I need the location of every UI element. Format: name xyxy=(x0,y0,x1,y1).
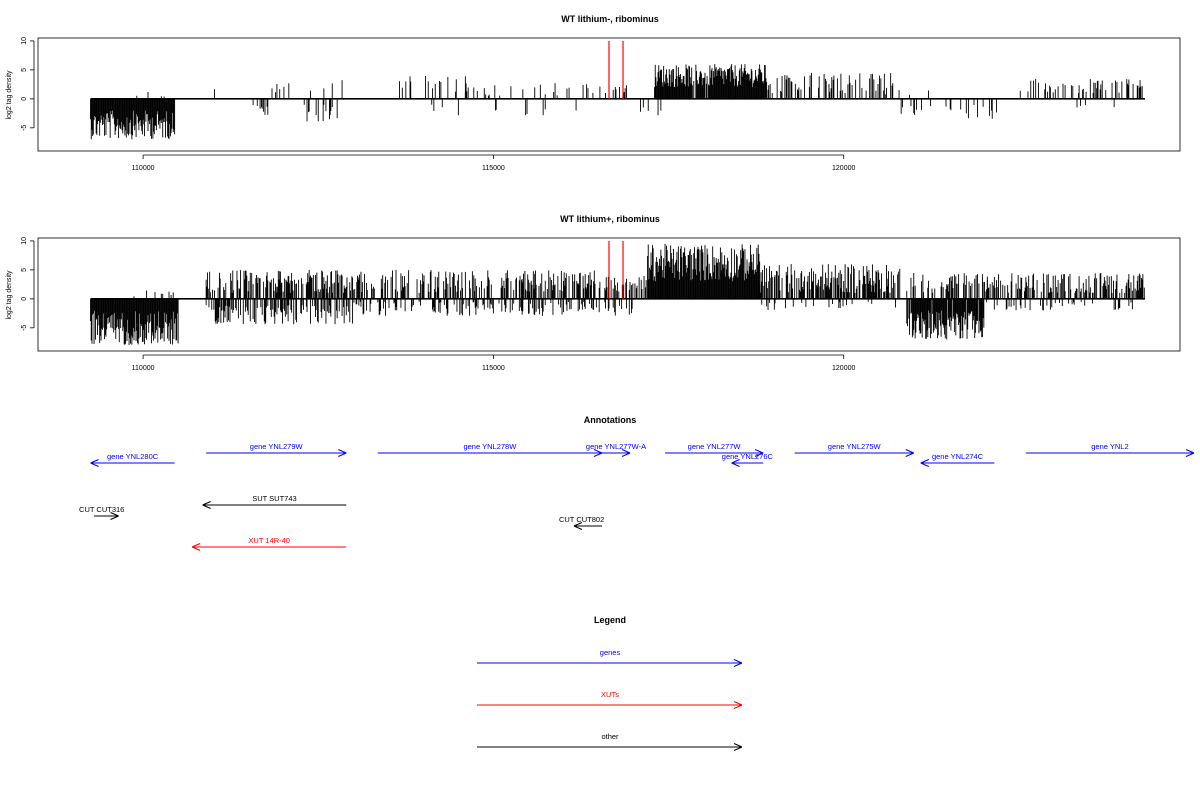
panel2-axes: 10 5 0 -5 110000 115000 120000 xyxy=(21,237,855,372)
panel-lithium-minus: WT lithium-, ribominus log2 tag density … xyxy=(6,14,1181,172)
panel2-bars xyxy=(90,240,1145,346)
panel2-ylabel: log2 tag density xyxy=(6,270,13,320)
annotation-label-9: SUT SUT743 xyxy=(252,494,296,503)
legend-panel: Legend genes XUTs other xyxy=(477,615,743,751)
annotation-label-3: gene YNL277W-A xyxy=(586,442,646,451)
y-tick-label: 10 xyxy=(21,37,28,45)
panel2-title: WT lithium+, ribominus xyxy=(560,214,660,224)
annotation-label-5: gene YNL276C xyxy=(722,452,774,461)
legend-label-1: XUTs xyxy=(601,690,619,699)
x-tick-label: 115000 xyxy=(482,165,505,172)
annotation-label-0: gene YNL280C xyxy=(107,452,159,461)
panel1-frame xyxy=(37,37,1181,152)
x-tick-label: 115000 xyxy=(482,365,505,372)
annotation-items: gene YNL280C gene YNL279W gene YNL278W gene… xyxy=(79,442,1195,551)
y-tick-label: 0 xyxy=(21,97,28,101)
x-tick-label: 110000 xyxy=(132,165,155,172)
legend-items: genes XUTs other xyxy=(477,648,743,751)
annotation-arrow-9 xyxy=(202,501,347,509)
y-tick-label: -5 xyxy=(21,125,28,131)
y-tick-label: 0 xyxy=(21,297,28,301)
x-tick-label: 120000 xyxy=(832,365,855,372)
annotation-label-6: gene YNL275W xyxy=(828,442,882,451)
annotation-arrow-7 xyxy=(920,459,995,467)
annotation-label-7: gene YNL274C xyxy=(932,452,984,461)
panel1-ylabel: log2 tag density xyxy=(6,70,13,120)
legend-arrow-XUTs xyxy=(477,701,743,709)
panel-lithium-plus: WT lithium+, ribominus log2 tag density … xyxy=(6,214,1181,372)
legend-arrow-other xyxy=(477,743,743,751)
annotation-arrow-2 xyxy=(377,449,603,457)
panel1-axes: 10 5 0 -5 110000 115000 120000 xyxy=(21,37,855,172)
panel1-title: WT lithium-, ribominus xyxy=(561,14,659,24)
annotation-label-10: CUT CUT316 xyxy=(79,505,124,514)
x-tick-label: 110000 xyxy=(132,365,155,372)
legend-label-2: other xyxy=(601,732,619,741)
annotation-arrow-0 xyxy=(90,459,175,467)
panel1-bars xyxy=(90,40,1145,140)
annotation-arrow-12 xyxy=(191,543,347,551)
y-tick-label: 10 xyxy=(21,237,28,245)
annotation-arrow-10 xyxy=(94,512,119,520)
panel2-frame xyxy=(37,237,1181,352)
y-tick-label: 5 xyxy=(21,68,28,72)
annotation-arrow-8 xyxy=(1025,449,1195,457)
legend-label-0: genes xyxy=(600,648,621,657)
annotation-arrow-3 xyxy=(601,449,631,457)
annotation-arrow-11 xyxy=(573,522,602,530)
y-tick-label: -5 xyxy=(21,325,28,331)
legend-title: Legend xyxy=(594,615,626,625)
legend-arrow-genes xyxy=(477,659,743,667)
annotation-label-8: gene YNL2 xyxy=(1091,442,1128,451)
annotations-title: Annotations xyxy=(584,415,637,425)
annotation-arrow-4 xyxy=(665,449,764,457)
x-tick-label: 120000 xyxy=(832,165,855,172)
annotation-arrow-1 xyxy=(206,449,347,457)
annotation-label-4: gene YNL277W xyxy=(688,442,742,451)
annotation-label-2: gene YNL278W xyxy=(463,442,517,451)
annotation-label-12: XUT 14R-40 xyxy=(248,536,290,545)
annotation-label-1: gene YNL279W xyxy=(250,442,304,451)
annotation-arrow-6 xyxy=(794,449,914,457)
annotation-label-11: CUT CUT802 xyxy=(559,515,604,524)
annotation-arrow-5 xyxy=(731,459,764,467)
y-tick-label: 5 xyxy=(21,268,28,272)
